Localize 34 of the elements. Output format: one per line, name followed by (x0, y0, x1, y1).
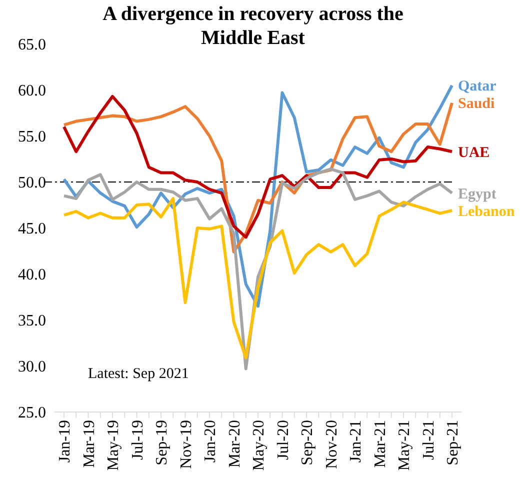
x-tick-label: Jan-19 (56, 420, 74, 463)
x-tick-label: May-21 (396, 420, 414, 471)
y-tick-label: 65.0 (18, 36, 46, 54)
x-tick-label: Jan-20 (202, 420, 220, 463)
x-tick-label: Nov-19 (178, 420, 195, 469)
y-tick-label: 50.0 (18, 174, 46, 192)
y-tick-label: 45.0 (18, 220, 46, 238)
series-label: Egypt (458, 186, 496, 202)
y-tick-label: 60.0 (18, 82, 46, 100)
x-tick-label: Sep-21 (444, 420, 462, 466)
x-tick-label: Mar-21 (372, 420, 389, 468)
series-label: Saudi (458, 96, 495, 112)
y-tick-label: 30.0 (18, 358, 46, 376)
chart-title: A divergence in recovery across the Middle East (102, 3, 404, 49)
y-tick-label: 55.0 (18, 128, 46, 146)
x-tick-label: Sep-20 (299, 420, 316, 466)
x-tick-label: May-19 (105, 420, 122, 471)
annotation: Latest: Sep 2021 (88, 366, 189, 382)
x-tick-label: Mar-20 (226, 420, 244, 468)
x-tick-label: May-20 (250, 420, 268, 471)
x-tick-label: Nov-20 (323, 420, 340, 469)
y-tick-label: 25.0 (18, 404, 46, 422)
x-tick-label: Jul-19 (129, 420, 146, 460)
x-tick-label: Jul-21 (420, 420, 438, 460)
x-tick-label: Jul-20 (274, 420, 292, 460)
series-label: Lebanon (458, 204, 516, 220)
x-tick-label: Jan-21 (348, 420, 365, 463)
y-tick-label: 35.0 (18, 312, 46, 330)
series-label: Qatar (458, 78, 497, 95)
line-series (62, 197, 454, 360)
series-label: UAE (458, 144, 490, 161)
y-tick-label: 40.0 (18, 266, 46, 284)
x-tick-label: Sep-19 (154, 420, 171, 466)
x-tick-label: Mar-19 (80, 420, 98, 468)
